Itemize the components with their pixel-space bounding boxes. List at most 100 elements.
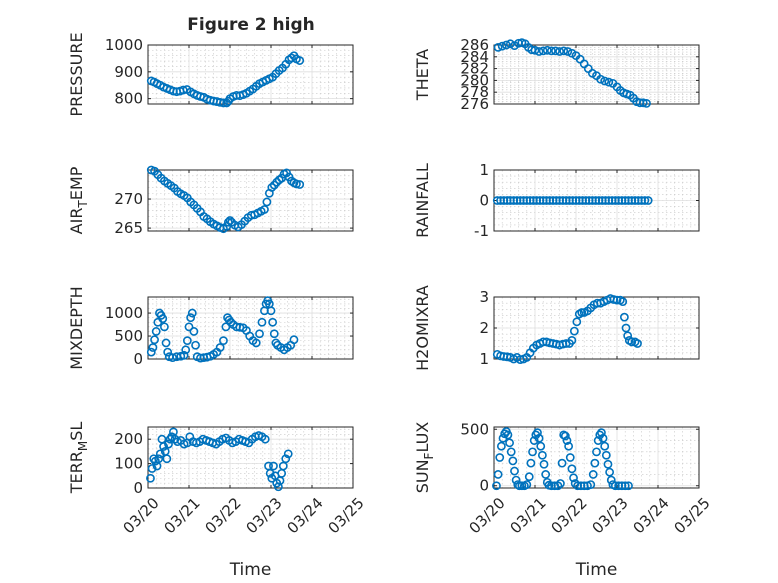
data-point xyxy=(539,459,549,469)
data-point xyxy=(154,454,164,464)
data-point xyxy=(605,467,615,477)
data-point xyxy=(526,458,536,468)
data-point xyxy=(496,441,506,451)
axes-box xyxy=(147,169,354,232)
data-point xyxy=(534,433,544,443)
data-point xyxy=(184,322,194,332)
y-axis-label: THETA xyxy=(413,49,432,101)
data-point xyxy=(604,77,614,87)
data-point xyxy=(150,335,159,345)
data-point xyxy=(596,74,605,84)
data-point xyxy=(528,447,537,457)
data-point xyxy=(260,205,269,214)
data-point xyxy=(255,329,264,339)
x-tick-label: 03/22 xyxy=(547,494,590,537)
axes-box xyxy=(147,296,354,360)
y-tick-label: 500 xyxy=(114,327,143,345)
axes-box xyxy=(493,44,700,105)
y-tick-label: 0 xyxy=(479,192,489,210)
x-tick-label: 03/24 xyxy=(283,494,326,537)
data-point xyxy=(592,447,601,457)
data-point xyxy=(146,473,155,483)
data-point xyxy=(529,436,539,445)
data-point xyxy=(572,317,582,327)
data-point xyxy=(497,41,507,51)
data-point xyxy=(590,458,600,468)
y-axis-label: AIRTEMP xyxy=(67,166,90,234)
data-point xyxy=(597,428,606,438)
data-point xyxy=(588,470,598,479)
x-tick-label: 03/25 xyxy=(670,494,713,537)
y-tick-label: 0 xyxy=(479,477,489,495)
data-point xyxy=(618,297,628,307)
data-point xyxy=(221,322,231,332)
data-point xyxy=(506,447,516,457)
data-point xyxy=(510,466,519,476)
y-tick-label: 1 xyxy=(479,161,489,179)
data-point xyxy=(295,180,305,189)
data-point xyxy=(170,434,180,444)
data-point xyxy=(553,481,563,491)
axes-box xyxy=(147,426,354,489)
series-theta xyxy=(493,38,651,108)
x-tick-label: 03/22 xyxy=(201,494,244,537)
data-point xyxy=(186,313,196,323)
x-tick-label: 03/24 xyxy=(629,494,672,537)
y-tick-label: 0 xyxy=(133,350,143,368)
data-point xyxy=(620,481,630,491)
data-point xyxy=(147,464,157,473)
subplot-mixdepth: 0 500 1000 MIXDEPTH xyxy=(67,286,354,370)
data-point xyxy=(265,468,275,478)
series-rainfall xyxy=(492,196,653,205)
data-point xyxy=(530,45,540,55)
data-point xyxy=(555,47,564,56)
data-point xyxy=(593,436,603,445)
data-point xyxy=(541,470,551,479)
data-point xyxy=(600,76,610,86)
y-tick-label: -1 xyxy=(474,222,489,240)
axes-box xyxy=(493,426,700,489)
data-point xyxy=(503,430,513,440)
data-point xyxy=(567,464,577,474)
data-point xyxy=(621,323,631,333)
data-point xyxy=(251,338,261,348)
x-tick-label: 03/20 xyxy=(465,494,508,537)
data-point xyxy=(640,196,650,205)
y-tick-label: 1 xyxy=(479,350,489,368)
data-point xyxy=(215,343,225,352)
y-axis-label: SUNFLUX xyxy=(413,422,436,494)
x-axis-label: Time xyxy=(229,560,272,580)
y-tick-label: 2 xyxy=(479,319,489,337)
data-point xyxy=(269,329,279,339)
data-point xyxy=(601,450,611,460)
data-point xyxy=(155,449,165,459)
data-point xyxy=(162,454,172,464)
data-point xyxy=(148,343,158,352)
series-pressure xyxy=(146,51,305,108)
y-tick-label: 278 xyxy=(460,83,489,101)
data-point xyxy=(567,335,577,345)
data-point xyxy=(627,337,637,347)
data-point xyxy=(536,441,546,451)
data-point xyxy=(612,295,622,305)
y-tick-label: 100 xyxy=(114,455,143,473)
data-point xyxy=(492,481,501,491)
x-tick-label: 03/25 xyxy=(324,494,367,537)
data-point xyxy=(542,45,552,55)
series-terr_msl xyxy=(146,427,293,492)
data-point xyxy=(560,431,570,441)
data-point xyxy=(191,340,200,350)
series-air_temp xyxy=(146,165,305,234)
data-point xyxy=(563,47,573,56)
data-point xyxy=(556,479,565,488)
data-point xyxy=(292,179,301,189)
y-axis-label: MIXDEPTH xyxy=(67,286,86,369)
series-mixdepth xyxy=(146,296,299,363)
data-point xyxy=(151,327,161,336)
data-point xyxy=(533,428,542,438)
y-tick-label: 282 xyxy=(460,60,489,78)
data-point xyxy=(287,53,296,63)
